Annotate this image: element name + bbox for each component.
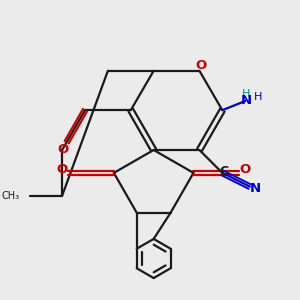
Text: H: H — [254, 92, 263, 102]
Text: O: O — [239, 163, 250, 176]
Text: N: N — [250, 182, 261, 195]
Text: N: N — [240, 94, 251, 107]
Text: H: H — [242, 89, 250, 99]
Text: O: O — [196, 59, 207, 72]
Text: CH₃: CH₃ — [1, 191, 20, 201]
Text: O: O — [57, 142, 68, 156]
Text: C: C — [219, 165, 228, 178]
Text: O: O — [57, 163, 68, 176]
